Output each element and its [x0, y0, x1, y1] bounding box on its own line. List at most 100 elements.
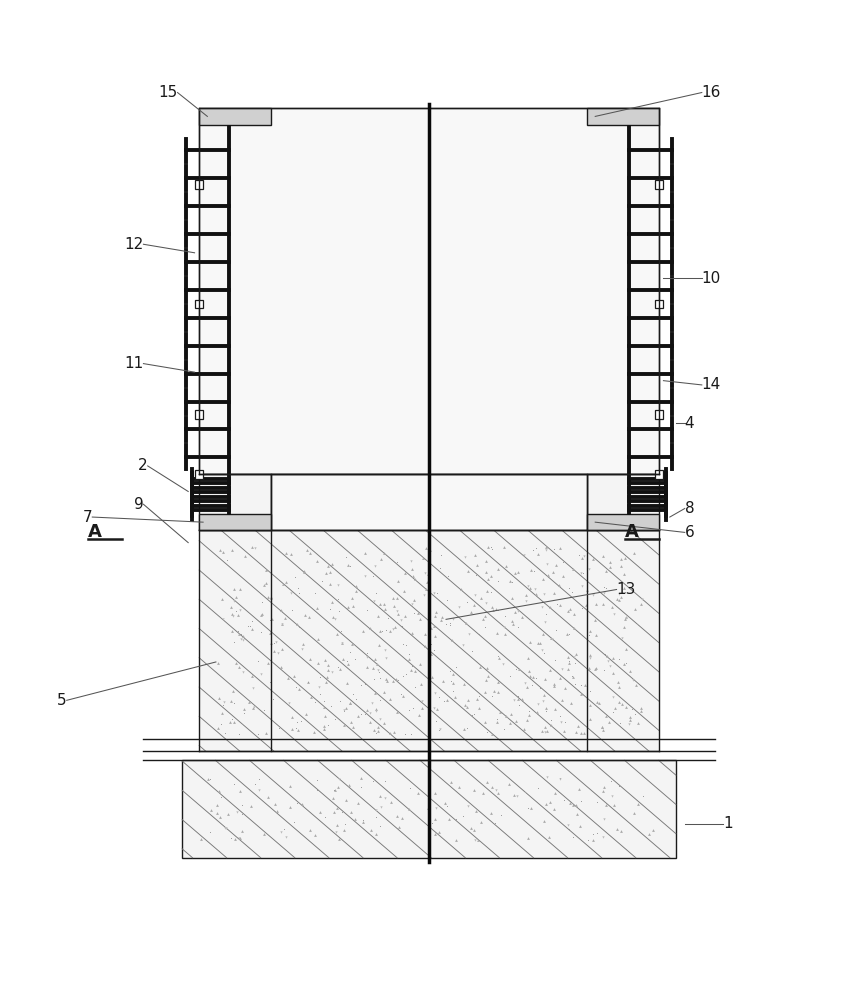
Point: [245, 340, 259, 356]
Point: [266, 438, 280, 454]
Point: [214, 716, 227, 732]
Point: [329, 255, 343, 271]
Point: [242, 694, 256, 710]
Point: [524, 362, 538, 378]
Point: [335, 130, 349, 146]
Point: [436, 392, 450, 408]
Point: [308, 694, 322, 710]
Point: [216, 137, 230, 153]
Point: [486, 212, 500, 228]
Point: [547, 129, 560, 145]
Point: [506, 436, 520, 452]
Point: [385, 177, 399, 193]
Point: [418, 196, 432, 212]
Point: [509, 160, 523, 176]
Point: [332, 591, 346, 607]
Point: [261, 155, 275, 171]
Point: [564, 452, 577, 468]
Point: [303, 142, 317, 158]
Point: [464, 423, 478, 439]
Point: [356, 346, 370, 362]
Point: [629, 170, 643, 186]
Point: [351, 411, 365, 427]
Point: [479, 553, 492, 569]
Point: [255, 304, 269, 320]
Point: [223, 436, 237, 452]
Point: [553, 125, 566, 141]
Point: [531, 405, 545, 421]
Point: [263, 631, 277, 647]
Point: [330, 626, 344, 642]
Point: [238, 292, 251, 308]
Point: [601, 419, 615, 435]
Point: [378, 351, 391, 367]
Point: [454, 123, 468, 139]
Point: [313, 304, 327, 320]
Point: [597, 216, 611, 232]
Point: [445, 128, 459, 144]
Point: [597, 231, 611, 247]
Point: [420, 301, 433, 317]
Point: [459, 402, 473, 418]
Point: [467, 325, 480, 341]
Point: [222, 205, 236, 221]
Point: [406, 625, 420, 641]
Point: [294, 193, 308, 209]
Point: [607, 350, 621, 366]
Point: [364, 822, 378, 838]
Point: [293, 303, 307, 319]
Point: [562, 441, 576, 457]
Point: [304, 367, 317, 383]
Point: [619, 289, 633, 305]
Point: [538, 595, 552, 611]
Point: [334, 262, 347, 278]
Point: [530, 134, 544, 150]
Point: [232, 623, 245, 639]
Point: [589, 661, 602, 677]
Point: [500, 183, 514, 199]
Point: [395, 686, 408, 702]
Point: [595, 722, 609, 738]
Point: [613, 778, 626, 794]
Point: [239, 412, 253, 428]
Point: [396, 334, 410, 350]
Point: [304, 235, 317, 251]
Point: [409, 371, 423, 387]
Point: [213, 542, 227, 558]
Point: [538, 154, 552, 170]
Point: [559, 359, 573, 375]
Point: [623, 428, 637, 444]
Bar: [587, 108, 659, 125]
Point: [501, 215, 515, 231]
Point: [441, 353, 455, 369]
Point: [477, 124, 491, 140]
Point: [582, 158, 595, 174]
Point: [242, 394, 256, 410]
Point: [303, 257, 317, 273]
Point: [233, 363, 247, 379]
Point: [590, 167, 604, 183]
Point: [432, 689, 445, 705]
Point: [207, 116, 221, 132]
Point: [433, 721, 447, 737]
Point: [401, 450, 414, 466]
Point: [322, 177, 335, 193]
Point: [311, 396, 325, 412]
Point: [244, 293, 257, 309]
Point: [469, 136, 483, 152]
Point: [375, 219, 389, 235]
Point: [219, 820, 233, 836]
Point: [600, 708, 613, 724]
Point: [346, 284, 360, 300]
Point: [269, 163, 282, 179]
Point: [583, 166, 597, 182]
Point: [522, 317, 535, 333]
Point: [227, 424, 241, 440]
Point: [631, 383, 644, 399]
Point: [600, 451, 613, 467]
Point: [508, 367, 522, 383]
Point: [327, 238, 341, 254]
Point: [625, 393, 639, 409]
Point: [537, 687, 551, 703]
Point: [525, 677, 539, 693]
